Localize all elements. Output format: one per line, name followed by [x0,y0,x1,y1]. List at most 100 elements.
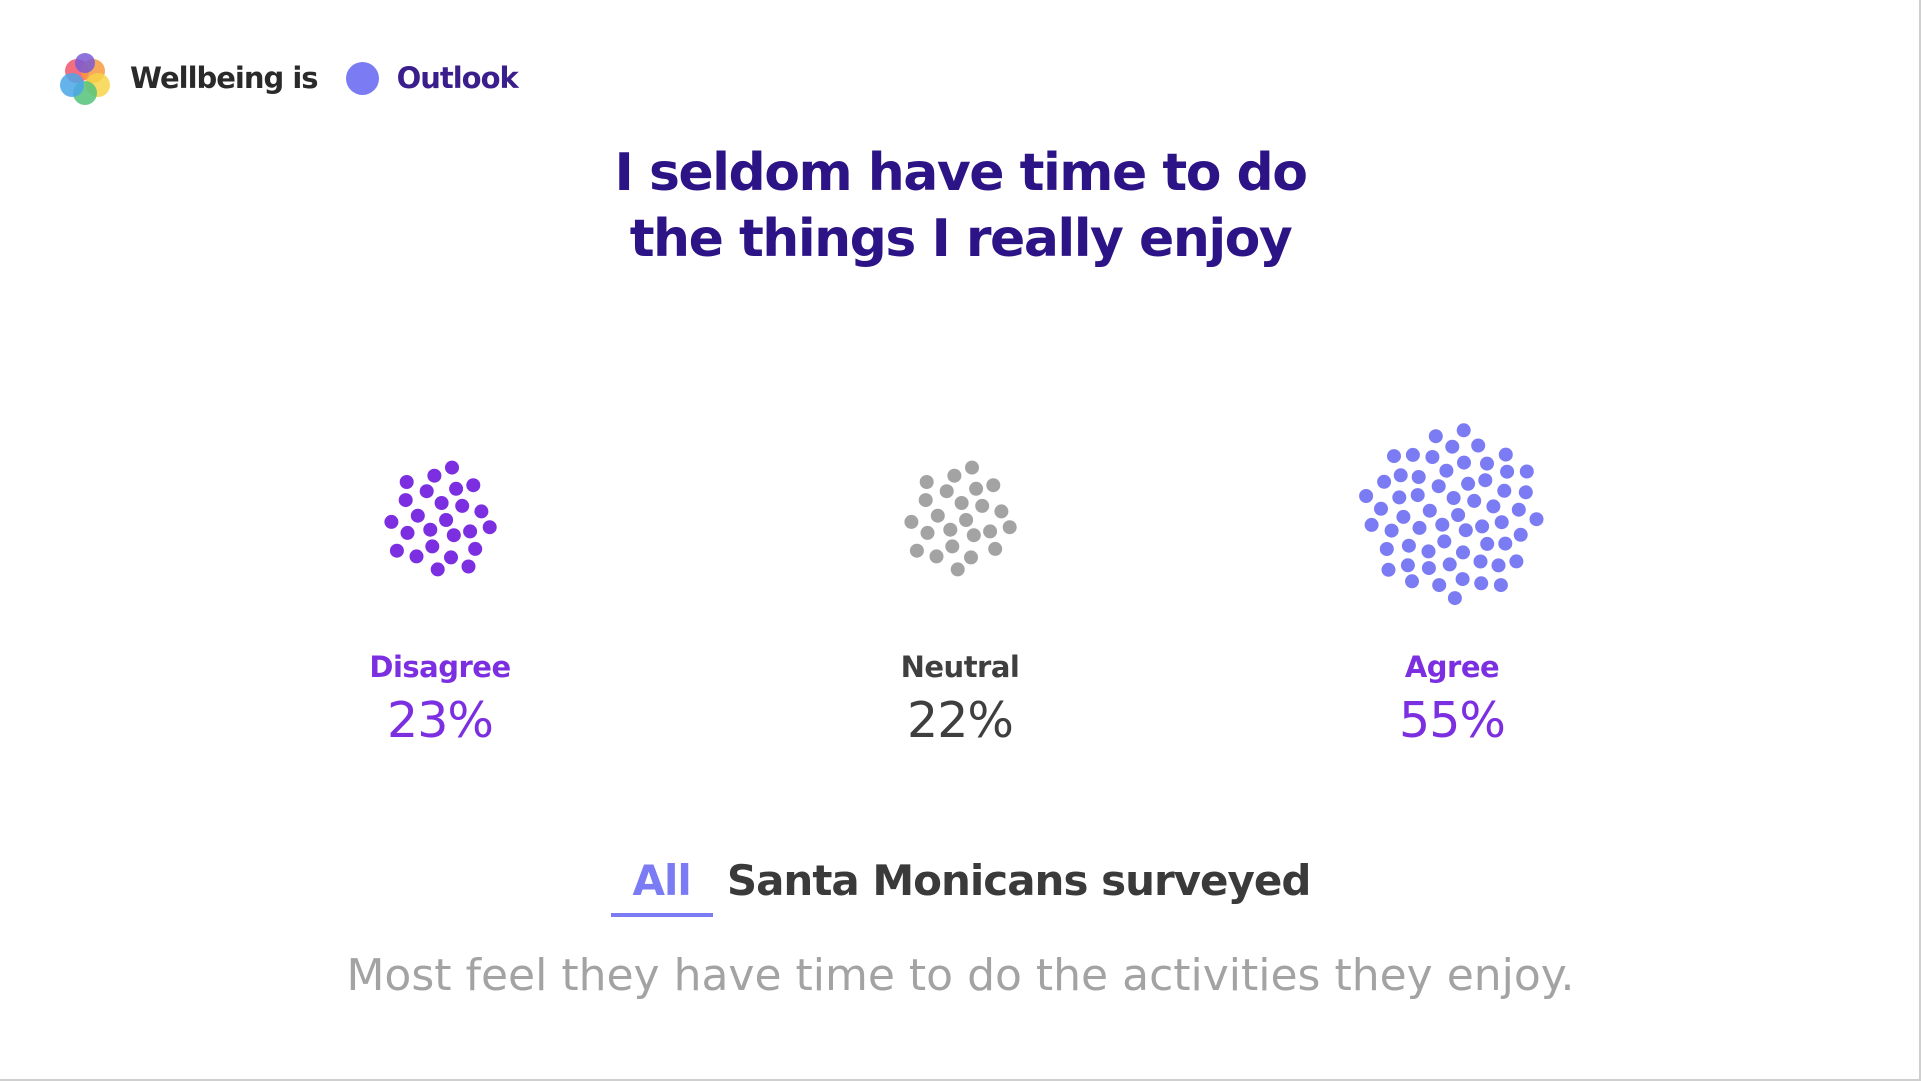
dot-agree [1518,485,1533,500]
dot-disagree [446,528,461,543]
dot-neutral [920,525,935,540]
dot-agree [1421,561,1436,576]
dot-agree [1412,520,1427,535]
dot-agree [1458,523,1473,538]
wellbeing-logo-icon [60,53,110,105]
dot-agree [1457,455,1471,470]
category-value-agree: 55% [1399,692,1506,749]
dot-disagree [439,513,454,527]
dot-agree [1497,483,1512,498]
dot-disagree [455,498,470,513]
dot-disagree [430,562,445,577]
dot-agree [1401,538,1416,553]
dot-neutral [975,498,990,513]
dot-agree [1498,536,1513,551]
dot-agree [1425,450,1440,464]
dot-agree [1393,468,1408,483]
dot-agree [1447,591,1462,606]
summary-text: Most feel they have time to do the activ… [346,950,1575,1001]
dot-agree [1529,512,1544,527]
topic-dot-icon [345,61,379,95]
dot-agree [1405,574,1419,589]
dot-agree [1486,499,1501,514]
dot-agree [1451,508,1466,522]
dot-disagree [389,543,404,558]
dot-disagree [410,508,425,523]
response-chart [384,423,1544,606]
dot-agree [1500,464,1515,479]
dot-agree [1519,464,1534,479]
question-title-line-2: the things I really enjoy [629,209,1293,269]
topic-label: Outlook [396,61,519,95]
dot-disagree [409,549,424,564]
dot-neutral [966,528,981,543]
dot-cluster-neutral [904,460,1017,577]
dot-agree [1475,519,1490,534]
filter-tab-all[interactable]: All [610,856,713,917]
dot-disagree [449,481,464,496]
dot-neutral [939,484,954,499]
category-value-disagree: 23% [387,692,494,749]
dot-agree [1381,562,1396,577]
dot-disagree [434,496,449,510]
dot-disagree [474,504,489,519]
dot-neutral [986,478,1001,493]
dot-neutral [929,549,944,564]
dot-agree [1471,438,1486,453]
dot-neutral [964,550,978,565]
dot-agree [1513,527,1528,542]
dot-agree [1428,429,1443,444]
dot-disagree [423,522,438,537]
dot-neutral [950,562,965,577]
dot-agree [1467,493,1482,508]
dot-agree [1431,479,1446,494]
dot-agree [1494,515,1509,530]
dot-disagree [399,475,414,489]
dot-agree [1400,558,1415,573]
dot-disagree [419,484,434,499]
dot-agree [1473,554,1488,569]
dot-agree [1410,488,1425,503]
dot-neutral [1002,520,1017,535]
dot-agree [1422,503,1437,518]
dot-neutral [988,541,1003,556]
dot-neutral [983,524,998,539]
dot-agree [1474,576,1489,591]
dot-neutral [959,513,974,527]
filter-tab-label: All [632,856,692,905]
dot-disagree [482,520,497,535]
dot-disagree [468,541,483,556]
dot-disagree [444,550,458,565]
header: Wellbeing is Outlook [60,48,519,108]
filter-description: Santa Monicans surveyed [726,856,1312,905]
dot-neutral [930,508,945,523]
dot-agree [1421,544,1436,559]
dot-agree [1446,491,1461,505]
dot-agree [1480,456,1494,471]
dot-agree [1437,534,1452,549]
dot-agree [1411,470,1426,484]
dot-disagree [384,514,399,529]
dot-agree [1491,558,1506,573]
dot-agree [1392,490,1407,505]
filter-row: All Santa Monicans surveyed [0,856,1921,917]
dot-agree [1405,447,1420,462]
dot-agree [1456,423,1471,438]
dot-disagree [445,460,459,475]
dot-neutral [947,468,962,483]
dot-disagree [400,525,415,540]
dot-agree [1509,554,1524,569]
dot-neutral [969,481,984,496]
dot-agree [1493,578,1508,593]
dot-neutral [919,475,934,489]
dot-disagree [398,493,413,508]
dot-cluster-agree [1359,423,1544,606]
dot-agree [1377,474,1392,489]
dot-agree [1439,463,1454,478]
dot-neutral [943,522,958,537]
category-value-neutral: 22% [907,692,1014,749]
dot-neutral [954,496,969,510]
dot-neutral [965,460,979,475]
dot-neutral [918,493,933,508]
